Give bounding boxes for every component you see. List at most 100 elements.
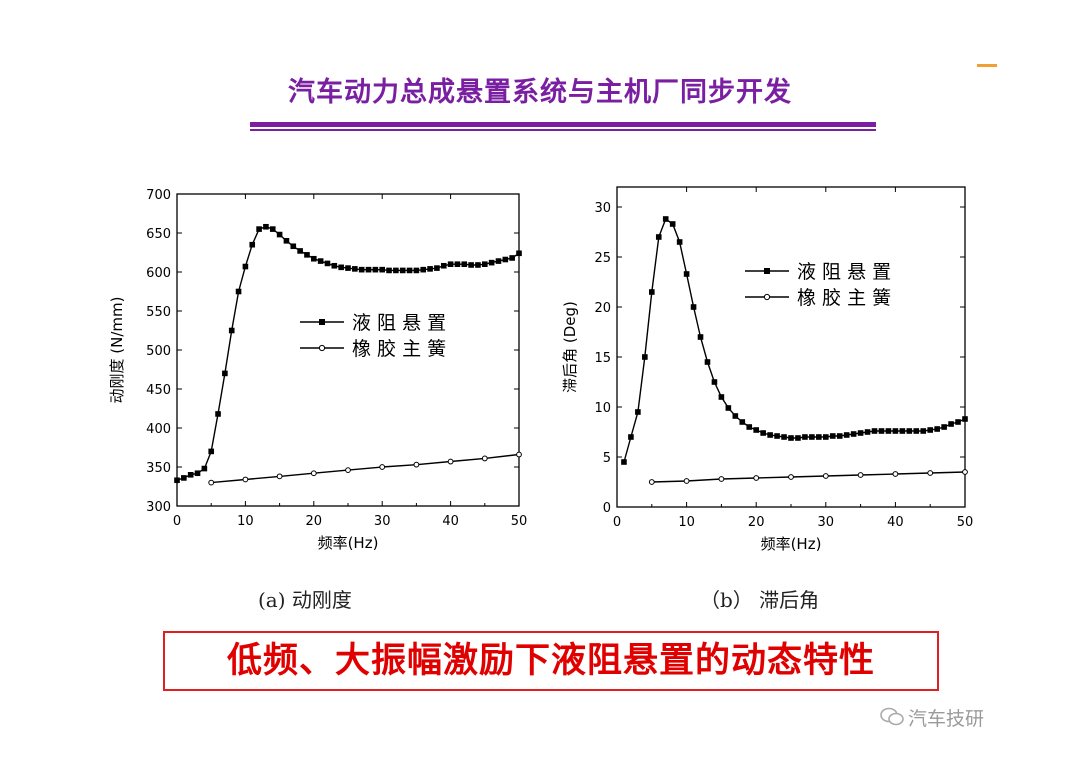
- data-point-square: [857, 430, 864, 436]
- plot-frame-b: [616, 186, 966, 508]
- y-tick-label: 600: [146, 266, 171, 281]
- data-point-circle: [648, 479, 655, 485]
- x-tick-label: 20: [748, 515, 765, 530]
- data-point-circle: [276, 473, 283, 480]
- x-tick-label: 50: [957, 515, 974, 530]
- data-point-circle: [516, 451, 522, 458]
- chart-b-caption: （b） 滞后角: [700, 588, 820, 612]
- data-point-square: [718, 394, 725, 400]
- data-point-square: [697, 334, 704, 340]
- data-point-square: [447, 261, 454, 267]
- data-point-circle: [379, 464, 386, 470]
- data-point-square: [502, 256, 509, 263]
- data-point-square: [878, 428, 885, 434]
- data-point-square: [725, 405, 732, 411]
- data-point-square: [427, 266, 433, 272]
- data-point-square: [324, 260, 331, 267]
- data-point-square: [488, 259, 495, 266]
- y-tick-label: 350: [146, 461, 171, 476]
- x-tick-label: 30: [818, 515, 835, 530]
- legend-marker-circle: [318, 344, 326, 352]
- data-point-circle: [718, 476, 725, 482]
- data-point-square: [690, 304, 697, 310]
- data-point-square: [420, 266, 427, 273]
- data-point-square: [256, 226, 262, 232]
- data-point-square: [676, 239, 683, 245]
- data-point-square: [850, 431, 857, 437]
- data-point-square: [181, 475, 187, 481]
- data-point-square: [628, 434, 634, 440]
- title-underline-thick: [250, 122, 876, 127]
- data-point-square: [913, 428, 920, 434]
- y-tick-label: 700: [146, 188, 171, 203]
- data-point-square: [927, 427, 933, 433]
- data-point-square: [704, 359, 711, 365]
- x-axis-label: 频率(Hz): [761, 535, 822, 553]
- y-tick-label: 500: [146, 344, 171, 359]
- data-point-square: [215, 411, 221, 417]
- chart-a-caption: (a) 动刚度: [258, 588, 352, 612]
- data-point-square: [208, 448, 214, 455]
- data-point-square: [304, 252, 310, 258]
- y-tick-label: 650: [146, 227, 171, 242]
- data-point-square: [331, 262, 338, 269]
- data-point-square: [899, 428, 906, 434]
- x-tick-label: 40: [442, 514, 459, 529]
- series-line-rubber-spring: [651, 471, 966, 483]
- data-point-square: [746, 424, 753, 430]
- y-tick-label: 20: [594, 301, 611, 316]
- data-point-circle: [447, 458, 454, 465]
- data-point-square: [962, 416, 968, 422]
- data-point-square: [767, 432, 773, 438]
- data-point-square: [454, 261, 461, 267]
- x-tick-label: 10: [237, 514, 254, 529]
- slide-title: 汽车动力总成悬置系统与主机厂同步开发: [288, 77, 792, 108]
- data-point-square: [669, 221, 676, 227]
- data-point-square: [290, 243, 297, 250]
- data-point-square: [864, 429, 871, 435]
- data-point-square: [475, 262, 481, 268]
- data-point-square: [372, 266, 379, 273]
- data-point-circle: [242, 476, 249, 483]
- data-point-square: [386, 267, 392, 274]
- x-tick-label: 0: [173, 514, 181, 529]
- x-tick-label: 30: [374, 514, 391, 529]
- data-point-circle: [892, 471, 899, 477]
- data-point-square: [955, 419, 961, 425]
- data-point-square: [283, 238, 290, 244]
- data-point-square: [516, 250, 522, 257]
- data-point-square: [468, 262, 474, 268]
- data-point-circle: [753, 475, 760, 481]
- data-point-circle: [481, 455, 488, 462]
- legend-label: 液 阻 悬 置: [352, 312, 446, 334]
- data-point-square: [802, 434, 808, 440]
- legend-marker-square: [319, 319, 325, 325]
- data-point-square: [662, 216, 669, 222]
- data-point-square: [174, 477, 180, 484]
- data-point-square: [788, 435, 794, 441]
- data-point-square: [413, 267, 420, 274]
- data-point-square: [732, 413, 739, 419]
- y-axis-label: 滞后角 (Deg): [561, 301, 579, 393]
- x-tick-label: 20: [306, 514, 323, 529]
- data-point-square: [823, 434, 829, 440]
- y-axis-label: 动刚度 (N/mm): [108, 297, 126, 404]
- data-point-square: [934, 426, 940, 432]
- data-point-square: [235, 288, 242, 295]
- y-tick-label: 400: [146, 422, 171, 437]
- data-point-square: [440, 262, 447, 269]
- data-point-circle: [857, 472, 864, 478]
- data-point-square: [222, 370, 228, 377]
- corner-dash-mark: [977, 64, 997, 67]
- wechat-icon: [880, 707, 904, 726]
- legend-label: 橡 胶 主 簧: [352, 338, 446, 360]
- x-tick-label: 50: [511, 514, 528, 529]
- conclusion-banner: 低频、大振幅激励下液阻悬置的动态特性: [163, 631, 939, 691]
- data-point-square: [269, 226, 276, 232]
- data-point-square: [399, 267, 406, 274]
- data-point-square: [649, 289, 655, 295]
- data-point-square: [941, 424, 947, 430]
- x-tick-label: 10: [678, 515, 695, 530]
